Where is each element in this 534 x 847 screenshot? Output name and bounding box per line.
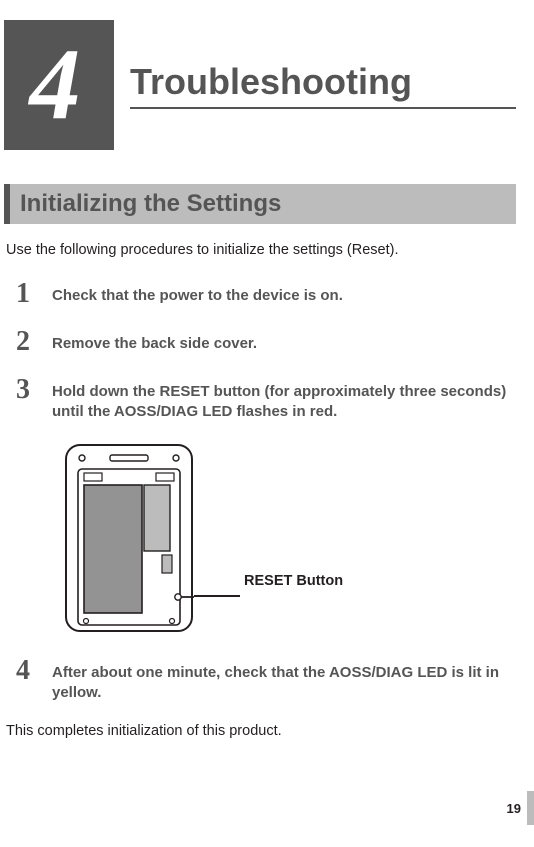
- page: 4 Troubleshooting Initializing the Setti…: [0, 0, 534, 847]
- step-number: 2: [16, 328, 38, 356]
- chapter-header: 4 Troubleshooting: [4, 20, 516, 150]
- closing-text: This completes initialization of this pr…: [6, 723, 516, 739]
- step-number: 4: [16, 657, 38, 685]
- page-number: 19: [507, 801, 521, 816]
- chapter-number: 4: [30, 34, 81, 136]
- section-header: Initializing the Settings: [4, 184, 516, 224]
- reset-button-callout: RESET Button: [244, 573, 343, 589]
- step-item: 1 Check that the power to the device is …: [16, 280, 516, 308]
- page-tab-bar: [527, 791, 534, 825]
- callout-line: [194, 595, 240, 597]
- device-diagram: RESET Button: [64, 443, 516, 633]
- intro-text: Use the following procedures to initiali…: [6, 242, 516, 258]
- step-text: After about one minute, check that the A…: [52, 657, 516, 704]
- steps-list: 1 Check that the power to the device is …: [4, 280, 516, 703]
- page-number-tab: 19: [507, 791, 534, 825]
- step-item: 3 Hold down the RESET button (for approx…: [16, 376, 516, 423]
- step-text: Hold down the RESET button (for approxim…: [52, 376, 516, 423]
- section-title: Initializing the Settings: [20, 190, 506, 218]
- step-text: Remove the back side cover.: [52, 328, 257, 354]
- chapter-title: Troubleshooting: [130, 61, 516, 109]
- chapter-number-box: 4: [4, 20, 114, 150]
- step-item: 2 Remove the back side cover.: [16, 328, 516, 356]
- step-number: 1: [16, 280, 38, 308]
- step-item: 4 After about one minute, check that the…: [16, 657, 516, 704]
- step-text: Check that the power to the device is on…: [52, 280, 343, 306]
- step-number: 3: [16, 376, 38, 404]
- device-svg: [64, 443, 194, 633]
